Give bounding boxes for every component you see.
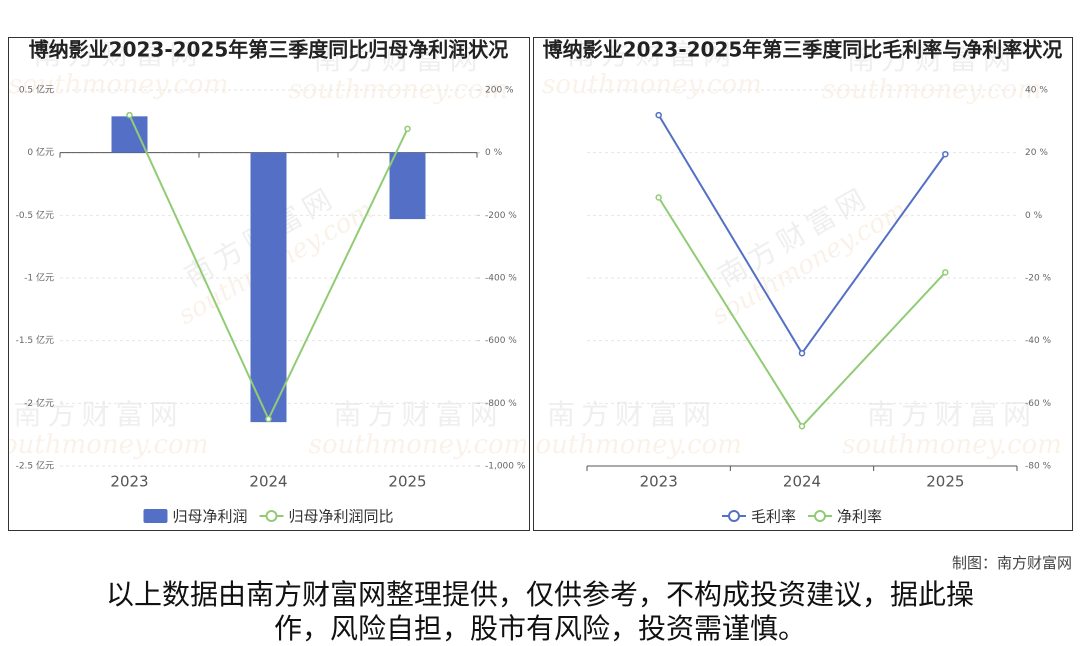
- y2-tick-label: -600 %: [485, 336, 517, 346]
- line-point: [655, 111, 662, 119]
- watermark-text: southmoney.com: [542, 70, 762, 100]
- y2-tick-label: -200 %: [485, 211, 517, 221]
- x-tick-label: 2024: [249, 473, 287, 491]
- y2-tick-label: 200 %: [485, 86, 514, 96]
- line-point: [404, 125, 411, 133]
- watermark-text: 南方财富网: [867, 398, 1037, 431]
- y2-tick-label: -1,000 %: [485, 462, 526, 472]
- legend-swatch: [814, 510, 826, 522]
- y-tick-label: 40 %: [1025, 86, 1048, 96]
- watermark-text: southmoney.com: [0, 430, 208, 460]
- y-tick-label: 20 %: [1025, 148, 1048, 158]
- legend-swatch: [143, 509, 168, 523]
- chart-title: 博纳影业2023-2025年第三季度同比毛利率与净利率状况: [543, 38, 1063, 62]
- legend-swatch: [265, 510, 278, 522]
- bar: [111, 116, 148, 153]
- watermark-text: 南方财富网: [567, 38, 737, 71]
- panel-frame: [533, 37, 1073, 531]
- legend-label: 净利率: [837, 508, 882, 526]
- y-tick-label: -80 %: [1025, 462, 1052, 472]
- line-point: [942, 150, 949, 158]
- bar: [389, 152, 426, 220]
- legend-label: 毛利率: [751, 508, 796, 526]
- line-point: [126, 111, 133, 119]
- y-tick-label: 0 %: [1025, 211, 1043, 221]
- bar: [250, 152, 287, 423]
- y-tick-label: 0 亿元: [27, 146, 54, 158]
- line-point: [655, 194, 662, 201]
- y-tick-label: -40 %: [1025, 336, 1052, 346]
- y2-tick-label: -400 %: [485, 274, 517, 284]
- chart-title: 博纳影业2023-2025年第三季度同比归母净利润状况: [29, 38, 509, 62]
- y2-tick-label: -800 %: [485, 399, 517, 409]
- y-tick-label: -2.5 亿元: [16, 460, 54, 472]
- legend-swatch: [727, 510, 740, 522]
- watermark-text: southmoney.com: [842, 430, 1062, 460]
- legend-label: 归母净利润: [172, 508, 247, 526]
- y-tick-label: -20 %: [1025, 274, 1052, 284]
- line-point: [942, 269, 949, 276]
- credit: 制图：南方财富网: [951, 554, 1072, 572]
- y-tick-label: -60 %: [1025, 399, 1052, 409]
- y-tick-label: -2 亿元: [24, 397, 54, 409]
- legend: 归母净利润 归母净利润同比: [143, 508, 394, 526]
- legend: 毛利率 净利率: [721, 508, 882, 526]
- disclaimer: 以上数据由南方财富网整理提供，仅供参考，不构成投资建议，据此操作，风险自担，股市…: [105, 578, 974, 645]
- legend-label: 归母净利润同比: [289, 508, 394, 526]
- line-point: [798, 422, 806, 430]
- watermark-text: southmoney.com: [309, 430, 529, 460]
- x-tick-label: 2023: [640, 473, 678, 491]
- watermark-text: southmoney.com: [522, 430, 742, 460]
- x-tick-label: 2023: [110, 473, 148, 491]
- x-tick-label: 2024: [783, 473, 821, 491]
- line-point: [798, 349, 806, 357]
- line-point: [265, 415, 272, 423]
- y2-tick-label: 0 %: [485, 148, 503, 158]
- y-tick-label: 0.5 亿元: [19, 84, 54, 96]
- chart-panel: 南方财富网southmoney.com南方财富网southmoney.com南方…: [522, 37, 1073, 531]
- watermark-text: 南方财富网: [33, 38, 203, 71]
- x-tick-label: 2025: [388, 473, 426, 491]
- chart-panel: 南方财富网southmoney.com南方财富网southmoney.com南方…: [0, 37, 530, 531]
- y-tick-label: -1.5 亿元: [16, 334, 54, 346]
- y-tick-label: -0.5 亿元: [16, 209, 54, 221]
- watermark-text: 南方财富网: [847, 43, 1017, 76]
- x-tick-label: 2025: [926, 473, 964, 491]
- y-tick-label: -1 亿元: [24, 272, 54, 284]
- watermark-text: 南方财富网: [313, 43, 483, 76]
- watermark-text: southmoney.com: [9, 70, 229, 100]
